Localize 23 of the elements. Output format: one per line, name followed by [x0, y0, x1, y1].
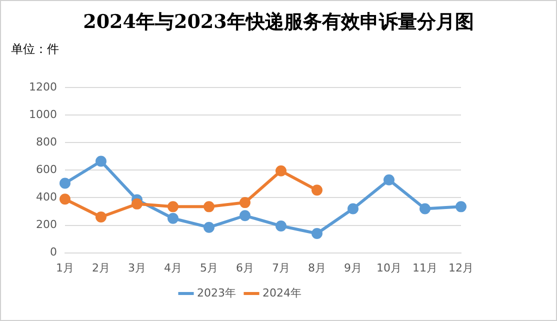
x-tick-label: 6月	[236, 261, 254, 274]
x-tick-label: 7月	[272, 261, 290, 274]
x-tick-label: 2月	[92, 261, 110, 274]
y-tick-label: 1000	[28, 108, 57, 121]
y-tick-label: 0	[50, 246, 57, 259]
x-tick-label: 9月	[344, 261, 362, 274]
chart-title: 2024年与2023年快递服务有效申诉量分月图	[82, 10, 475, 35]
x-tick-label: 10月	[376, 261, 402, 274]
x-tick-label: 4月	[164, 261, 182, 274]
y-tick-label: 400	[36, 190, 57, 204]
y-tick-label: 1200	[28, 80, 57, 94]
x-tick-label: 8月	[308, 261, 326, 274]
x-tick-label: 1月	[56, 261, 74, 274]
legend-label: 2024年	[262, 286, 302, 300]
x-tick-label: 12月	[448, 261, 474, 274]
y-tick-label: 200	[36, 218, 57, 232]
x-tick-label: 5月	[200, 261, 218, 274]
y-axis-title: 单位：件	[11, 41, 59, 58]
x-tick-label: 11月	[412, 261, 438, 274]
y-tick-label: 800	[36, 136, 57, 149]
x-tick-label: 3月	[128, 261, 146, 274]
legend-label: 2023年	[197, 286, 236, 300]
y-tick-label: 600	[36, 163, 57, 176]
